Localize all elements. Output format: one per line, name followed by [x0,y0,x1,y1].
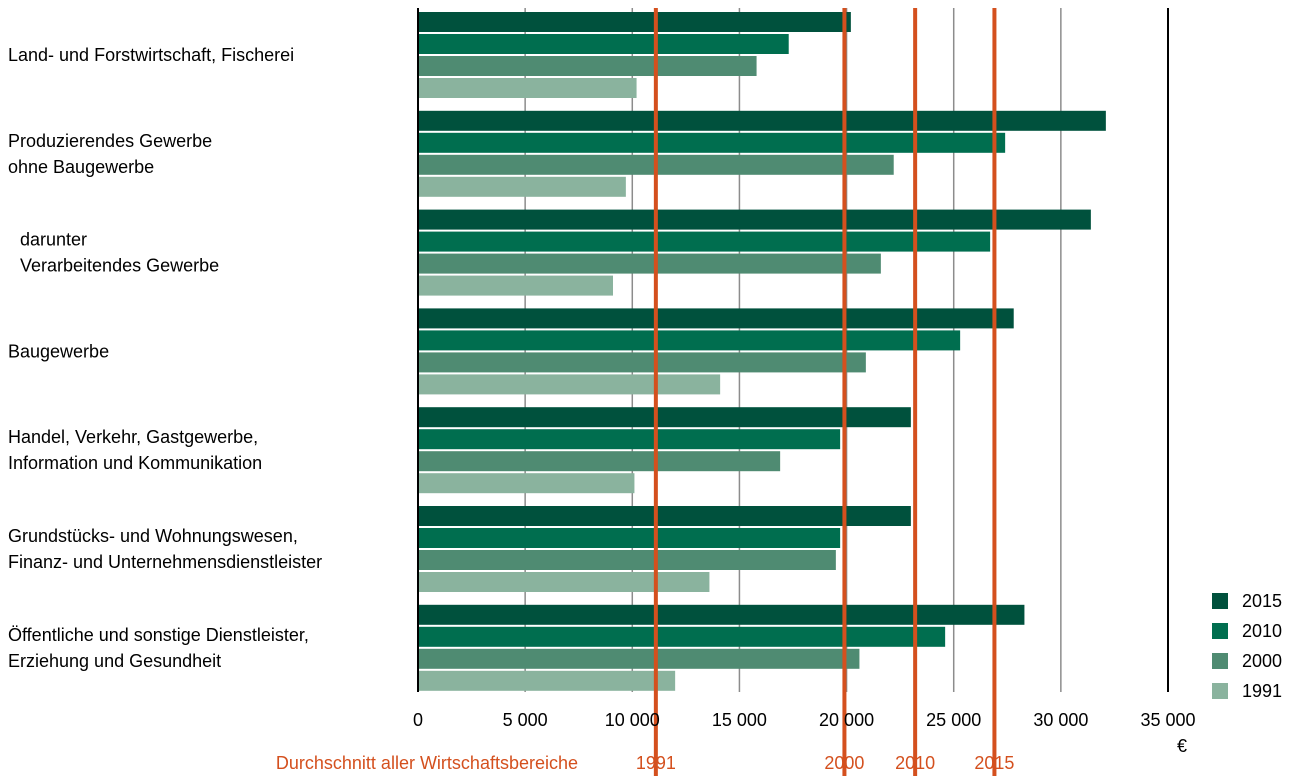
bar-2000 [418,253,881,274]
bar-2000 [418,648,860,669]
bar-2010 [418,429,841,450]
bar-2010 [418,231,991,252]
bar-2015 [418,308,1014,329]
reference-line-label: 2000 [824,753,864,773]
bar-2010 [418,34,789,54]
category-label: ohne Baugewerbe [8,157,154,177]
reference-line-label: 2010 [895,753,935,773]
bar-2015 [418,604,1025,625]
legend-swatch [1212,593,1228,609]
reference-line-labels: 1991 2000 2010 2015 [636,753,1015,773]
x-tick-label: 25 000 [926,710,981,730]
category-label: Produzierendes Gewerbe [8,131,212,151]
reference-line-label: 2015 [974,753,1014,773]
bar-1991 [418,78,637,98]
bars [418,12,1106,691]
category-label: Verarbeitendes Gewerbe [20,256,219,276]
category-label: Öffentliche und sonstige Dienstleister, [8,625,309,645]
bar-2015 [418,12,851,32]
x-tick-label: 0 [413,710,423,730]
x-tick-label: 20 000 [819,710,874,730]
unit-label: € [1177,736,1187,756]
legend-label: 1991 [1242,681,1282,701]
reference-caption: Durchschnitt aller Wirtschaftsbereiche [276,753,578,773]
bar-1991 [418,473,635,494]
legend-swatch [1212,653,1228,669]
x-tick-label: 35 000 [1140,710,1195,730]
legend-label: 2000 [1242,651,1282,671]
bar-2010 [418,132,1006,153]
bar-2015 [418,506,911,526]
x-tick-labels: 0 5 000 10 000 15 000 20 000 25 000 30 000 35 0… [413,710,1196,730]
reference-line-label: 1991 [636,753,676,773]
bar-2015 [418,209,1091,230]
category-label: Erziehung und Gesundheit [8,651,221,671]
bar-2010 [418,330,961,351]
category-label: Handel, Verkehr, Gastgewerbe, [8,427,258,447]
category-label: Land- und Forstwirtschaft, Fischerei [8,45,294,65]
legend: 2015 2010 2000 1991 [1212,591,1282,701]
bar-2000 [418,56,757,76]
bar-2015 [418,110,1106,131]
bar-2000 [418,352,866,373]
bar-1991 [418,374,721,395]
category-label: Information und Kommunikation [8,453,262,473]
legend-swatch [1212,623,1228,639]
category-label: Finanz- und Unternehmensdienstleister [8,552,322,572]
bar-2000 [418,451,781,472]
bar-2000 [418,550,836,570]
x-tick-label: 15 000 [712,710,767,730]
reference-lines [653,8,997,776]
category-label: Grundstücks- und Wohnungswesen, [8,526,298,546]
bar-2015 [418,407,911,428]
legend-swatch [1212,683,1228,699]
x-tick-label: 10 000 [605,710,660,730]
bar-2010 [418,528,841,548]
legend-label: 2010 [1242,621,1282,641]
bar-1991 [418,176,626,197]
x-tick-label: 30 000 [1033,710,1088,730]
category-label: darunter [20,230,87,250]
category-labels: Land- und Forstwirtschaft, Fischerei Prod… [8,45,322,671]
legend-label: 2015 [1242,591,1282,611]
bar-1991 [418,670,676,691]
x-tick-label: 5 000 [503,710,548,730]
bar-1991 [418,572,710,592]
category-label: Baugewerbe [8,341,109,361]
bar-2010 [418,626,946,647]
bar-1991 [418,275,613,296]
